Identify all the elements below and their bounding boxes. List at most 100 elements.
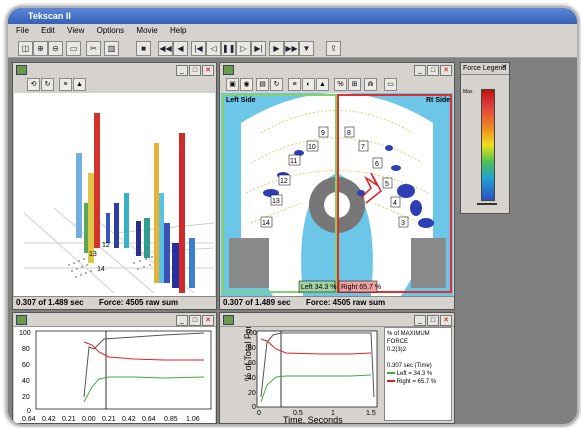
window-title: Tekscan II (8, 8, 577, 24)
stats-left: Left = 34.3 % (387, 370, 449, 378)
main-y-ticks: 100 80 60 40 20 0 (245, 330, 257, 411)
legend-max-label: Max (463, 89, 473, 95)
menu-edit[interactable]: Edit (41, 26, 55, 35)
svg-text:0.64: 0.64 (22, 416, 36, 423)
window-titlebar[interactable]: _ □ ✕ (220, 63, 454, 77)
display-icon[interactable]: ◉ (240, 78, 253, 91)
graph-main-canvas[interactable]: % of Total Force 100 80 60 40 20 0 0 0.5… (221, 327, 381, 423)
rewind-icon[interactable]: ◀◀ (158, 41, 173, 56)
view-2d-window[interactable]: _ □ ✕ ▣ ◉ ▤ ↻ ≡ ◐ ▲ % ⊞ ⋒ ▭ (219, 62, 455, 310)
pause-icon[interactable]: ❚❚ (221, 41, 236, 56)
force-legend-window[interactable]: Force Legend ✕ Max (460, 62, 510, 214)
page-icon[interactable]: ▭ (384, 78, 397, 91)
first-frame-icon[interactable]: |◀ (191, 41, 206, 56)
graph-small-window[interactable]: _ □ ✕ 100 80 60 40 20 0 0.64 0.42 0.21 0.0… (12, 312, 217, 424)
teeth-icon[interactable]: ⋒ (364, 78, 377, 91)
legend-base (477, 203, 497, 205)
svg-text:1.5: 1.5 (366, 410, 376, 417)
fast-forward-icon[interactable]: ▶▶ (284, 41, 299, 56)
view-3d-toolbar: ⟲ ↻ ≡ ▲ (13, 76, 216, 92)
menu-movie[interactable]: Movie (136, 26, 158, 35)
stop-icon[interactable]: ■ (136, 41, 151, 56)
menu-view[interactable]: View (67, 26, 85, 35)
legend-title: Force Legend (461, 63, 509, 75)
zoom-out-icon[interactable]: ⊖ (48, 41, 63, 56)
window-titlebar[interactable]: _ □ ✕ (13, 313, 216, 327)
menu-options[interactable]: Options (96, 26, 125, 35)
menu-help[interactable]: Help (169, 26, 187, 35)
window-icon (16, 65, 27, 75)
minimize-icon[interactable]: _ (176, 315, 188, 326)
open-icon[interactable]: ◫ (18, 41, 33, 56)
export-icon[interactable]: ⇪ (326, 41, 341, 56)
maximize-icon[interactable]: □ (189, 315, 201, 326)
line-left (83, 376, 205, 403)
step-back-icon[interactable]: ◀ (173, 41, 188, 56)
main-x-ticks: 0 0.5 1 1.5 (257, 410, 376, 417)
window-titlebar[interactable]: _ □ ✕ (220, 313, 454, 327)
percent-icon[interactable]: % (334, 78, 347, 91)
page-icon[interactable]: ▭ (66, 41, 81, 56)
prev-frame-icon[interactable]: ◁ (206, 41, 221, 56)
left-legend-swatch (387, 372, 395, 375)
zoom-in-icon[interactable]: ⊕ (33, 41, 48, 56)
refresh-icon[interactable]: ↻ (270, 78, 283, 91)
svg-text:80: 80 (22, 346, 30, 353)
camera-icon[interactable]: ▤ (256, 78, 269, 91)
graph-main-window[interactable]: _ □ ✕ % of Total Force 100 80 60 40 20 0 0… (219, 312, 455, 424)
arch-view-canvas[interactable]: Left Side Rt Side 9 10 11 12 13 14 8 7 6… (221, 93, 453, 296)
grid-icon[interactable]: ≡ (288, 78, 301, 91)
time-readout: 0.307 of 1.489 sec (16, 298, 84, 307)
tooth-10: 10 (308, 144, 316, 151)
close-icon[interactable]: ✕ (440, 315, 452, 326)
window-icon (223, 65, 234, 75)
record-icon[interactable]: ▼ (299, 41, 314, 56)
left-side-border (222, 94, 337, 293)
scissors-icon[interactable]: ✂ (86, 41, 101, 56)
close-icon[interactable]: ✕ (202, 315, 214, 326)
main-xlabel: Time, Seconds (283, 415, 343, 423)
outline-icon[interactable]: ◐ (302, 78, 315, 91)
tooth-12: 12 (280, 178, 288, 185)
minimize-icon[interactable]: _ (414, 315, 426, 326)
left-percent: Left 34.3 % (301, 284, 336, 291)
svg-text:0.42: 0.42 (42, 416, 56, 423)
menu-file[interactable]: File (16, 26, 29, 35)
last-frame-icon[interactable]: ▶| (251, 41, 266, 56)
minimize-icon[interactable]: _ (414, 65, 426, 76)
tooth-6: 6 (375, 161, 379, 168)
palette-icon[interactable]: ▣ (226, 78, 239, 91)
close-icon[interactable]: ✕ (501, 64, 507, 71)
bar-graph-icon[interactable]: ▥ (104, 41, 119, 56)
svg-text:40: 40 (22, 378, 30, 385)
maximize-icon[interactable]: □ (189, 65, 201, 76)
peak-icon[interactable]: ▲ (316, 78, 329, 91)
view-3d-window[interactable]: _ □ ✕ ⟲ ↻ ≡ ▲ (12, 62, 217, 310)
close-icon[interactable]: ✕ (440, 65, 452, 76)
refresh-icon[interactable]: ↻ (41, 78, 54, 91)
view-3d-canvas[interactable]: 14 13 12 (14, 93, 215, 296)
maximize-icon[interactable]: □ (427, 65, 439, 76)
peak-icon[interactable]: ▲ (73, 78, 86, 91)
svg-text:0: 0 (257, 410, 261, 417)
cof-trajectory (360, 172, 382, 204)
window-icon (223, 315, 234, 325)
window-titlebar[interactable]: _ □ ✕ (13, 63, 216, 77)
tooth-9: 9 (321, 130, 325, 137)
next-frame-icon[interactable]: ▷ (236, 41, 251, 56)
left-side-label: Left Side (226, 97, 256, 104)
line-total (83, 332, 205, 398)
graph-small-canvas[interactable]: 100 80 60 40 20 0 0.64 0.42 0.21 0.00 0.… (14, 327, 215, 423)
center-icon[interactable]: ⊞ (348, 78, 361, 91)
play-icon[interactable]: ▶ (269, 41, 284, 56)
svg-text:60: 60 (22, 362, 30, 369)
grid-icon[interactable]: ≡ (59, 78, 72, 91)
stats-time: 0.307 sec (Time) (387, 363, 432, 369)
tooth-3: 3 (401, 220, 405, 227)
rotate-icon[interactable]: ⟲ (27, 78, 40, 91)
view-2d-toolbar: ▣ ◉ ▤ ↻ ≡ ◐ ▲ % ⊞ ⋒ ▭ (220, 76, 454, 92)
window-icon (16, 315, 27, 325)
maximize-icon[interactable]: □ (427, 315, 439, 326)
close-icon[interactable]: ✕ (202, 65, 214, 76)
minimize-icon[interactable]: _ (176, 65, 188, 76)
